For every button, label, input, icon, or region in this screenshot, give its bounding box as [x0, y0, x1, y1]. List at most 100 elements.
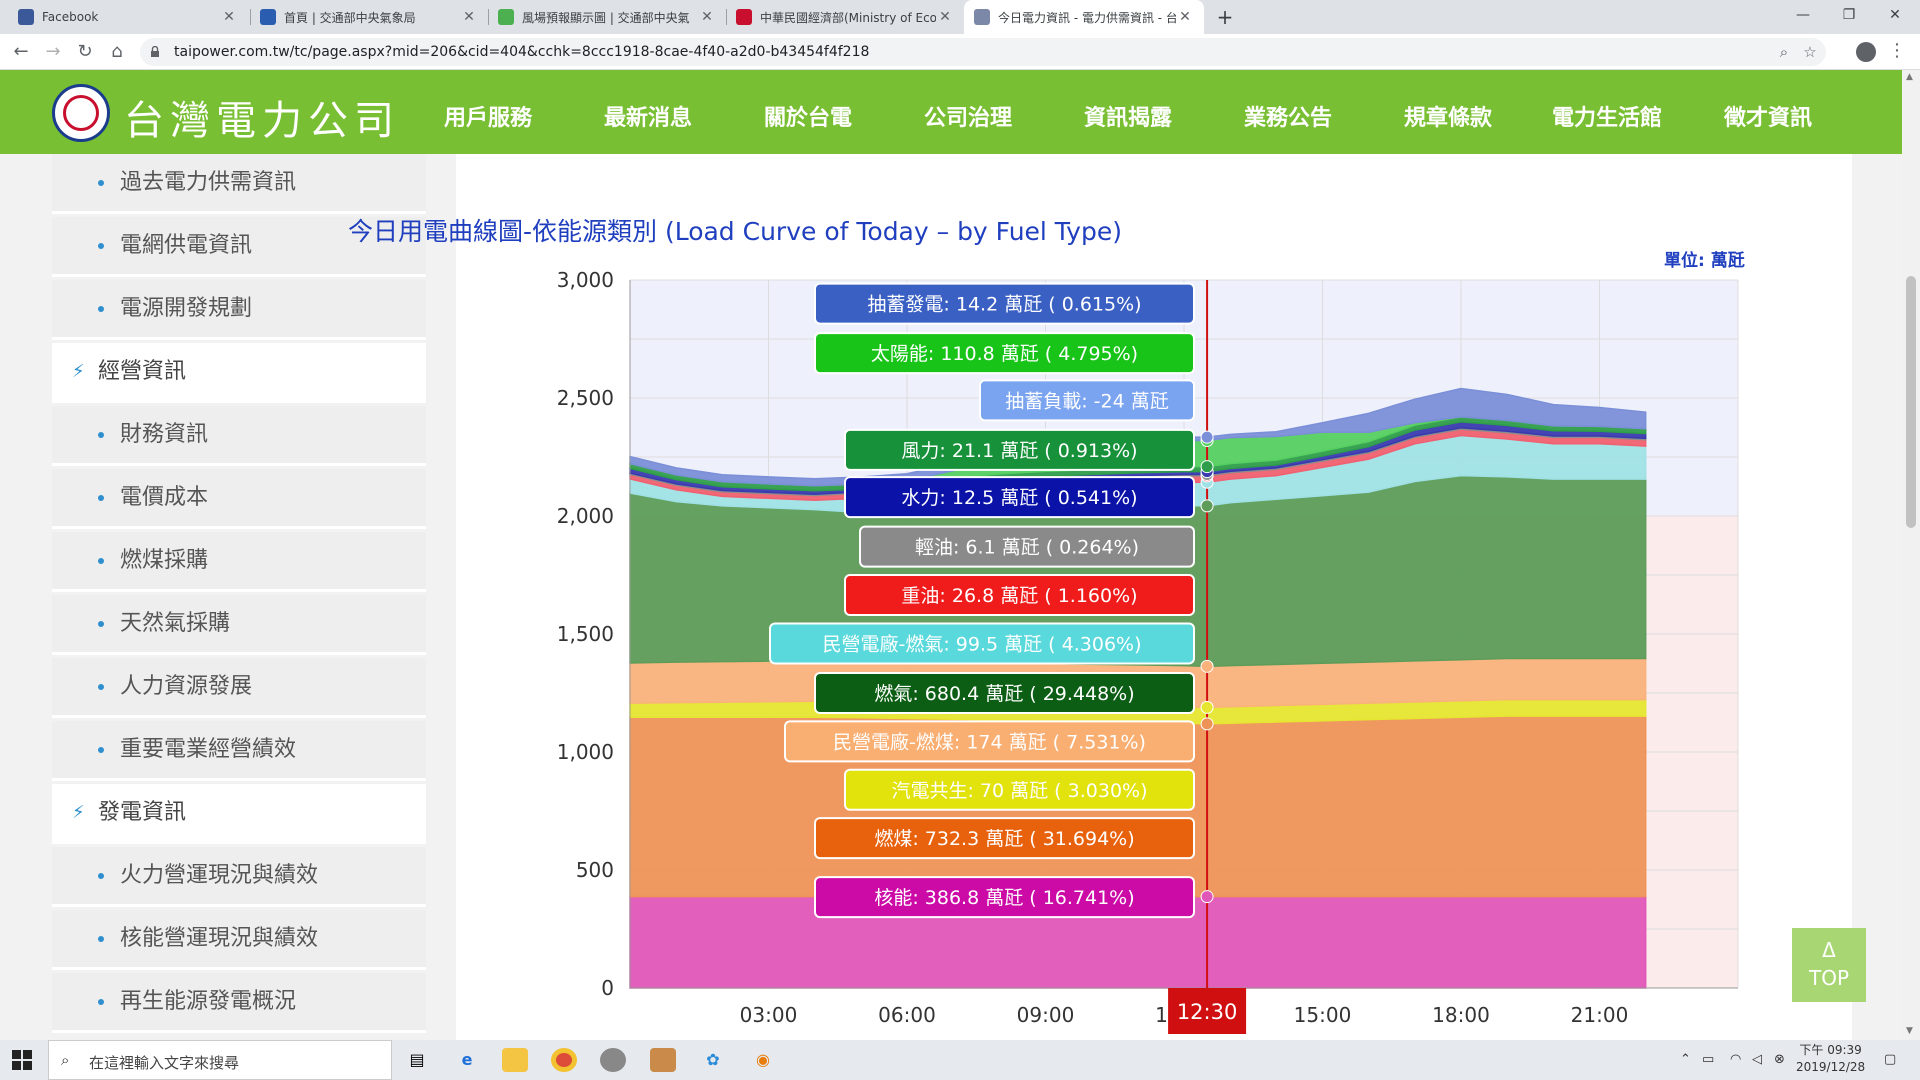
wifi-icon[interactable]: ◠: [1730, 1052, 1742, 1067]
notification-icon[interactable]: ▢: [1884, 1052, 1897, 1067]
sidebar-item-gas[interactable]: 天然氣採購: [52, 595, 426, 655]
sidebar-category-operations[interactable]: ⚡ 經營資訊: [52, 343, 426, 403]
tooltip-box-1: [814, 332, 1195, 375]
nav-information-disclosure[interactable]: 資訊揭露: [1084, 106, 1173, 131]
load-curve-chart[interactable]: 0 500 1,000 1,500 2,000 2,500 3,000 03:00 06:00 0…: [0, 0, 1920, 1040]
nav-latest-news[interactable]: 最新消息: [604, 106, 693, 131]
sidebar-item-label: 過去電力供需資訊: [120, 170, 297, 195]
sidebar-item-coal[interactable]: 燃煤採購: [52, 532, 426, 592]
globe-icon: [974, 9, 990, 25]
minimize-button[interactable]: —: [1796, 7, 1810, 23]
sidebar-item-label: 再生能源發電概況: [120, 989, 297, 1014]
close-icon[interactable]: ✕: [223, 9, 235, 25]
blender-icon[interactable]: ◉: [756, 1050, 770, 1069]
app-icon[interactable]: ✿: [706, 1050, 720, 1069]
tooltip-box-2: [979, 379, 1195, 422]
close-icon[interactable]: ✕: [1179, 9, 1191, 25]
taipower-logo-icon[interactable]: [52, 84, 110, 142]
sidebar-item-hr[interactable]: 人力資源發展: [52, 658, 426, 718]
browser-tab-wind[interactable]: 風場預報顯示圖 | 交通部中央氣 ✕: [488, 0, 726, 34]
battery-icon[interactable]: ▭: [1702, 1052, 1715, 1067]
volume-icon[interactable]: ◁: [1752, 1052, 1762, 1067]
file-explorer-icon[interactable]: [502, 1048, 528, 1072]
home-icon[interactable]: ⌂: [111, 41, 123, 62]
y-tick-label: 3,000: [557, 268, 614, 292]
address-bar[interactable]: taipower.com.tw/tc/page.aspx?mid=206&cid…: [140, 38, 1826, 66]
taskbar-search-box[interactable]: ⌕ 在這裡輸入文字來搜尋: [48, 1040, 392, 1080]
tooltip-text-5: 輕油: 6.1 萬瓩 ( 0.264%): [915, 537, 1139, 559]
tooltip-text-10: 汽電共生: 70 萬瓩 ( 3.030%): [891, 780, 1147, 802]
browser-tab-facebook[interactable]: Facebook ✕: [8, 0, 248, 34]
tab-title: 今日電力資訊 - 電力供需資訊 - 台: [998, 10, 1176, 25]
app-icon[interactable]: [600, 1048, 626, 1072]
site-logo-text[interactable]: 台灣電力公司: [124, 98, 400, 144]
sidebar-item-thermal[interactable]: 火力營運現況與績效: [52, 847, 426, 907]
y-tick-label: 2,500: [557, 386, 614, 410]
nav-careers[interactable]: 徵才資訊: [1724, 106, 1813, 131]
tab-separator: [250, 9, 251, 25]
sidebar-item-grid-supply[interactable]: 電網供電資訊: [52, 217, 426, 277]
nav-customer-service[interactable]: 用戶服務: [444, 106, 533, 131]
sidebar-item-development-plan[interactable]: 電源開發規劃: [52, 280, 426, 340]
menu-dots-icon[interactable]: ⋮: [1888, 40, 1906, 61]
x-tick-label: 03:00: [740, 1003, 798, 1027]
tooltip-text-8: 燃氣: 680.4 萬瓩 ( 29.448%): [874, 683, 1134, 705]
nav-governance[interactable]: 公司治理: [924, 106, 1013, 131]
cursor-time-badge: [1168, 988, 1247, 1034]
nav-regulations[interactable]: 規章條款: [1404, 106, 1493, 131]
clock-date: 2019/12/28: [1796, 1060, 1866, 1074]
top-label: TOP: [1808, 966, 1850, 990]
task-view-icon[interactable]: ▤: [409, 1050, 425, 1069]
tooltip-text-7: 民營電廠-燃氣: 99.5 萬瓩 ( 4.306%): [823, 632, 1142, 655]
maximize-button[interactable]: ❐: [1842, 7, 1856, 23]
scroll-up-icon[interactable]: ▲: [1906, 72, 1913, 82]
cursor-point-9: [1200, 460, 1214, 474]
tooltip-box-4: [844, 476, 1195, 519]
sidebar-item-renewable[interactable]: 再生能源發電概況: [52, 973, 426, 1033]
new-tab-button[interactable]: +: [1216, 5, 1234, 29]
tooltip-box-10: [844, 768, 1195, 811]
windows-start-icon[interactable]: [12, 1050, 32, 1070]
browser-tab-moea[interactable]: 中華民國經濟部(Ministry of Econ ✕: [726, 0, 964, 34]
x-tick-label: 15:00: [1294, 1003, 1352, 1027]
star-icon[interactable]: ☆: [1803, 43, 1817, 61]
sidebar-item-past-supply[interactable]: 過去電力供需資訊: [52, 154, 426, 214]
scroll-down-icon[interactable]: ▼: [1906, 1026, 1913, 1036]
sidebar-item-nuclear[interactable]: 核能營運現況與績效: [52, 910, 426, 970]
back-arrow-icon[interactable]: ←: [13, 41, 29, 62]
app-icon[interactable]: [650, 1048, 676, 1072]
profile-avatar[interactable]: [1856, 42, 1876, 62]
forward-arrow-icon[interactable]: →: [45, 41, 61, 62]
sidebar-item-finance[interactable]: 財務資訊: [52, 406, 426, 466]
back-to-top-button[interactable]: Δ TOP: [1792, 928, 1866, 1002]
x-tick-label: 21:00: [1571, 1003, 1629, 1027]
scroll-thumb[interactable]: [1906, 276, 1916, 528]
sidebar-item-performance[interactable]: 重要電業經營績效: [52, 721, 426, 781]
tray-chevron-icon[interactable]: ⌃: [1680, 1052, 1691, 1067]
close-icon[interactable]: ✕: [463, 9, 475, 25]
sidebar-item-price-cost[interactable]: 電價成本: [52, 469, 426, 529]
chrome-icon[interactable]: [551, 1048, 577, 1072]
clock-time: 下午 09:39: [1799, 1043, 1862, 1057]
reload-icon[interactable]: ↻: [77, 41, 93, 62]
page-scrollbar[interactable]: ▲ ▼: [1902, 70, 1920, 1040]
zoom-icon[interactable]: ⌕: [1779, 43, 1789, 61]
close-window-button[interactable]: ✕: [1889, 7, 1901, 23]
tooltip-text-1: 太陽能: 110.8 萬瓩 ( 4.795%): [871, 343, 1138, 365]
search-icon: ⌕: [61, 1051, 70, 1069]
nav-about[interactable]: 關於台電: [764, 106, 853, 131]
y-tick-label: 1,000: [557, 740, 614, 764]
browser-tab-cwb[interactable]: 首頁 | 交通部中央氣象局 ✕: [250, 0, 488, 34]
tab-title: Facebook: [42, 10, 99, 24]
windows-taskbar: ⌕ 在這裡輸入文字來搜尋 ▤ e ✿ ◉ ⌃ ▭ ◠ ◁ ⊗ 下午 09:39 …: [0, 1040, 1920, 1080]
close-icon[interactable]: ✕: [701, 9, 713, 25]
nav-announcements[interactable]: 業務公告: [1244, 106, 1333, 131]
close-icon[interactable]: ✕: [939, 9, 951, 25]
nav-power-life[interactable]: 電力生活館: [1552, 106, 1663, 131]
edge-icon[interactable]: e: [461, 1050, 473, 1069]
sidebar-category-generation[interactable]: ⚡ 發電資訊: [52, 784, 426, 844]
taskbar-clock[interactable]: 下午 09:39 2019/12/28: [1796, 1042, 1865, 1076]
tooltip-box-11: [814, 817, 1195, 860]
ime-icon[interactable]: ⊗: [1774, 1052, 1785, 1067]
browser-tab-taipower[interactable]: 今日電力資訊 - 電力供需資訊 - 台 ✕: [964, 0, 1204, 34]
